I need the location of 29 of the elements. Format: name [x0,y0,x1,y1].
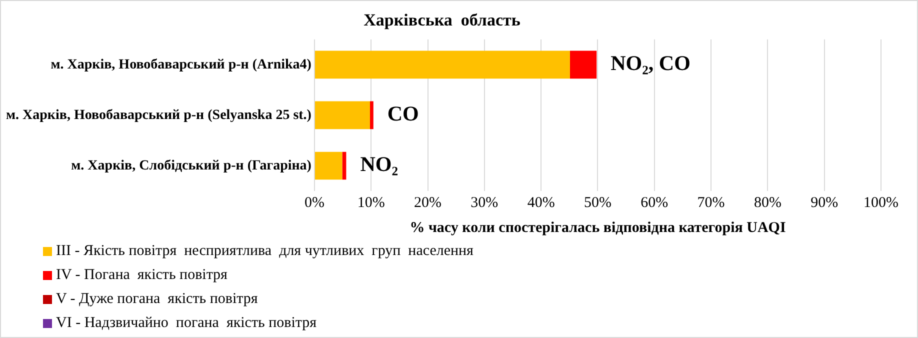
x-axis-title: % часу коли спостерігалась відповідна категорія UAQI [410,220,786,236]
x-tick-label: 30% [470,194,498,211]
bar [314,50,570,79]
legend-label: IV - Погана якість повітря [56,266,228,285]
bar [314,152,342,180]
x-tick-label: 10% [357,194,385,211]
annotation: NO₂ [360,152,398,176]
annotation: CO [387,102,419,126]
legend-label: VI - Надзвичайно погана якість повітря [56,314,317,333]
bar [370,101,374,130]
y-tick-label: м. Харків, Слобідський р-н (Гагаріна) [71,158,312,174]
x-tick-label: 100% [864,194,898,211]
x-tick-label: 0% [304,194,324,211]
x-tick-label: 80% [754,194,782,211]
x-tick-label: 50% [584,194,612,211]
legend-label: V - Дуже погана якість повітря [56,290,258,309]
legend-label: III - Якість повітря несприятлива для чутливих груп населення [56,242,474,261]
x-tick-label: 60% [640,194,668,211]
bar [314,101,370,130]
chart-title: Харківська область [364,10,520,30]
x-tick-label: 70% [697,194,725,211]
y-tick-label: м. Харків, Новобаварський р-н (Selyanska 25 st.) [6,108,312,123]
bar [342,152,346,180]
y-tick-label: м. Харків, Новобаварський р-н (Arnika4) [50,57,312,72]
x-tick-label: 20% [414,194,442,211]
bar [570,50,597,79]
x-tick-label: 40% [527,194,555,211]
x-tick-label: 90% [810,194,838,211]
annotation: NO₂, CO [610,51,690,76]
